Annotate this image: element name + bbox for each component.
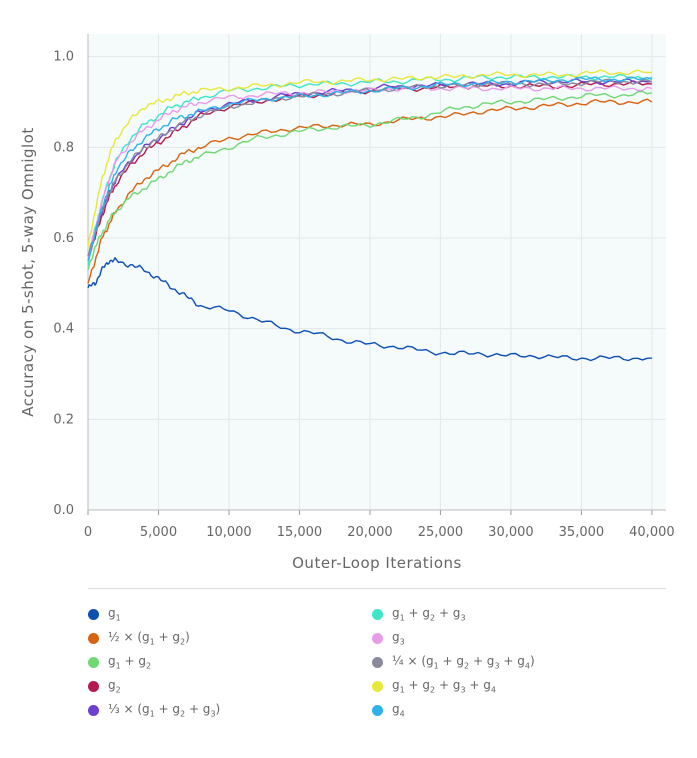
legend: g1 ½ × (g1 + g2) g1 + g2 g2 ⅓ × (g1 + g2 + g… <box>88 604 668 734</box>
series-line-third_g1_g2_g3 <box>87 78 652 257</box>
y-tick-label: 0.4 <box>53 322 74 337</box>
x-tick-label: 15,000 <box>277 525 323 540</box>
legend-label: g3 <box>392 629 405 647</box>
y-tick-label: 0.2 <box>53 412 74 427</box>
legend-swatch <box>372 680 383 692</box>
series-line-g1_g2 <box>87 90 653 270</box>
x-tick-label: 40,000 <box>629 525 675 540</box>
series-line-g2 <box>87 80 652 257</box>
y-tick-label: 0.6 <box>53 231 74 246</box>
x-tick-label: 0 <box>84 525 92 540</box>
legend-swatch <box>372 632 383 644</box>
y-tick-label: 1.0 <box>53 50 74 65</box>
series-line-g3 <box>87 84 653 261</box>
legend-swatch <box>88 656 99 668</box>
series-line-g1_g2_g3_g4 <box>87 69 652 248</box>
legend-label: g1 + g2 + g3 <box>392 605 466 623</box>
legend-swatch <box>372 656 383 668</box>
series-lines <box>87 69 653 362</box>
legend-label: ½ × (g1 + g2) <box>108 629 190 647</box>
x-tick-label: 20,000 <box>347 525 393 540</box>
line-chart: 0.0 0.2 0.4 0.6 0.8 1.0 0 5,000 10,000 15,000 20,0… <box>19 34 675 572</box>
legend-swatch <box>88 632 99 644</box>
y-tick-label: 0.0 <box>53 503 74 518</box>
legend-swatch <box>88 608 99 620</box>
grid-lines <box>87 34 666 511</box>
series-line-g1 <box>87 257 652 362</box>
x-tick-label: 25,000 <box>418 525 464 540</box>
x-tick-label: 10,000 <box>206 525 252 540</box>
legend-label: g4 <box>392 701 405 719</box>
legend-label: g1 + g2 + g3 + g4 <box>392 677 496 695</box>
legend-item-g1_g2: g1 + g2 <box>88 652 151 672</box>
legend-item-g1_g2_g3_g4: g1 + g2 + g3 + g4 <box>372 676 496 696</box>
series-line-quarter_g1_g2_g3_g4 <box>87 78 653 257</box>
legend-item-third_g1_g2_g3: ⅓ × (g1 + g2 + g3) <box>88 700 220 720</box>
legend-label: g1 <box>108 605 121 623</box>
series-line-half_g1_g2 <box>87 98 653 284</box>
legend-item-g1: g1 <box>88 604 121 624</box>
legend-item-g1_g2_g3: g1 + g2 + g3 <box>372 604 466 624</box>
y-axis-title: Accuracy on 5-shot, 5-way Omniglot <box>19 127 37 416</box>
legend-label: g2 <box>108 677 121 695</box>
x-tick-label: 30,000 <box>488 525 534 540</box>
x-axis-title: Outer-Loop Iterations <box>292 554 462 572</box>
legend-label: ⅓ × (g1 + g2 + g3) <box>108 701 221 719</box>
legend-label: ¼ × (g1 + g2 + g3 + g4) <box>392 653 535 671</box>
legend-divider <box>88 588 666 589</box>
x-tick-label: 35,000 <box>559 525 605 540</box>
series-line-g4 <box>87 76 653 261</box>
x-tick-label: 5,000 <box>140 525 177 540</box>
plot-area <box>88 34 666 510</box>
legend-swatch <box>88 680 99 692</box>
legend-item-g3: g3 <box>372 628 405 648</box>
legend-swatch <box>372 704 383 716</box>
y-tick-label: 0.8 <box>53 140 74 155</box>
legend-label: g1 + g2 <box>108 653 152 671</box>
legend-swatch <box>372 608 383 620</box>
legend-swatch <box>88 704 99 716</box>
legend-item-g2: g2 <box>88 676 121 696</box>
legend-item-half_g1_g2: ½ × (g1 + g2) <box>88 628 190 648</box>
legend-item-quarter_g1_g2_g3_g4: ¼ × (g1 + g2 + g3 + g4) <box>372 652 535 672</box>
legend-item-g4: g4 <box>372 700 405 720</box>
axes: 0.0 0.2 0.4 0.6 0.8 1.0 0 5,000 10,000 15,000 20,0… <box>53 34 675 540</box>
